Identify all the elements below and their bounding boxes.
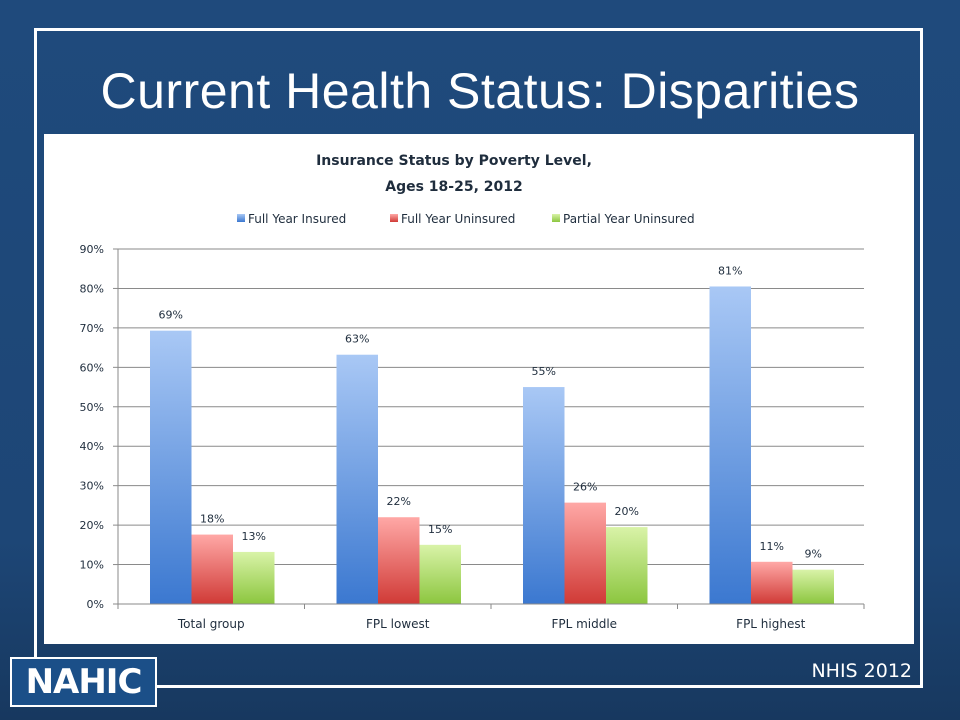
x-category-label: FPL lowest bbox=[366, 617, 430, 631]
x-category-label: FPL middle bbox=[551, 617, 617, 631]
bar bbox=[564, 502, 606, 604]
bar-chart: Insurance Status by Poverty Level, Ages … bbox=[80, 153, 865, 631]
bar bbox=[419, 544, 461, 604]
y-tick-label: 60% bbox=[80, 361, 104, 374]
slide-title: Current Health Status: Disparities bbox=[100, 63, 860, 119]
y-tick-label: 80% bbox=[80, 282, 104, 295]
data-label: 26% bbox=[573, 481, 597, 494]
bar bbox=[191, 534, 233, 604]
data-label: 63% bbox=[345, 333, 369, 346]
data-label: 20% bbox=[615, 505, 639, 518]
bar bbox=[709, 286, 751, 604]
legend-swatch bbox=[552, 214, 560, 222]
source-label: NHIS 2012 bbox=[811, 660, 912, 682]
y-tick-label: 10% bbox=[80, 559, 104, 572]
y-tick-label: 50% bbox=[80, 401, 104, 414]
chart-axes bbox=[113, 248, 865, 609]
chart-subtitle: Ages 18-25, 2012 bbox=[385, 179, 523, 195]
data-label: 15% bbox=[428, 523, 452, 536]
bar bbox=[751, 561, 793, 604]
chart-bars bbox=[150, 286, 834, 604]
data-label: 55% bbox=[532, 365, 556, 378]
nahic-logo: NAHIC bbox=[10, 657, 157, 707]
data-label: 11% bbox=[760, 540, 784, 553]
bar bbox=[150, 330, 192, 604]
y-tick-label: 40% bbox=[80, 440, 104, 453]
data-label: 9% bbox=[805, 548, 822, 561]
legend-label: Full Year Insured bbox=[248, 212, 346, 226]
x-category-label: Total group bbox=[177, 617, 245, 631]
data-label: 81% bbox=[718, 264, 742, 277]
chart-area: Insurance Status by Poverty Level, Ages … bbox=[44, 134, 914, 644]
y-tick-label: 0% bbox=[87, 598, 104, 611]
bar bbox=[336, 354, 378, 604]
legend-label: Full Year Uninsured bbox=[401, 212, 515, 226]
bar bbox=[523, 387, 565, 604]
chart-legend: Full Year Insured Full Year Uninsured Part… bbox=[237, 212, 695, 226]
data-label: 13% bbox=[242, 530, 266, 543]
y-tick-label: 20% bbox=[80, 519, 104, 532]
y-tick-label: 90% bbox=[80, 243, 104, 256]
chart-title: Insurance Status by Poverty Level, bbox=[316, 153, 592, 169]
data-label: 18% bbox=[200, 513, 224, 526]
bar bbox=[378, 517, 420, 604]
y-tick-label: 70% bbox=[80, 322, 104, 335]
legend-label: Partial Year Uninsured bbox=[563, 212, 695, 226]
x-category-label: FPL highest bbox=[736, 617, 805, 631]
bar bbox=[606, 527, 648, 604]
legend-swatch bbox=[237, 214, 245, 222]
bar bbox=[233, 551, 275, 604]
bar bbox=[792, 569, 834, 604]
slide-frame bbox=[34, 28, 923, 688]
data-label: 69% bbox=[159, 309, 183, 322]
data-label: 22% bbox=[387, 495, 411, 508]
chart-data-labels: 69% 18% 13% Total group 63% 22% 15% FPL lowest 5… bbox=[159, 264, 822, 631]
y-tick-label: 30% bbox=[80, 480, 104, 493]
legend-swatch bbox=[390, 214, 398, 222]
